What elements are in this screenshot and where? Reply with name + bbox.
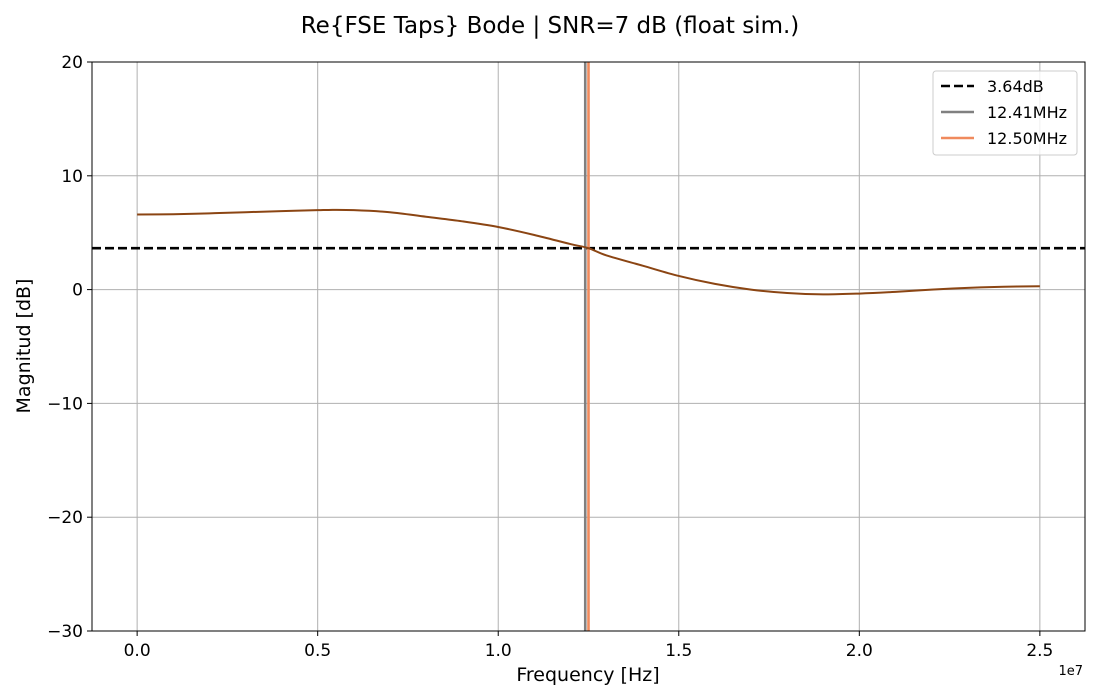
y-axis-ticks: −30 −20 −10 0 10 20 <box>47 53 92 642</box>
y-tick-label: 20 <box>61 53 83 73</box>
magnitude-series-line <box>137 208 1040 296</box>
x-tick-label: 2.5 <box>1026 641 1053 661</box>
x-tick-label: 0.5 <box>304 641 331 661</box>
x-axis-label: Frequency [Hz] <box>516 664 659 686</box>
y-tick-label: −10 <box>47 394 83 414</box>
x-tick-label: 2.0 <box>846 641 873 661</box>
plot-frame <box>91 61 1086 632</box>
legend-label: 3.64dB <box>987 77 1044 96</box>
x-tick-label: 1.5 <box>665 641 692 661</box>
legend: 3.64dB 12.41MHz 12.50MHz <box>932 70 1078 156</box>
legend-label: 12.41MHz <box>987 103 1067 122</box>
y-tick-label: 0 <box>72 281 83 301</box>
x-axis-ticks: 0.0 0.5 1.0 1.5 2.0 2.5 <box>124 631 1053 661</box>
x-tick-label: 1.0 <box>485 641 512 661</box>
legend-label: 12.50MHz <box>987 129 1067 148</box>
chart-title: Re{FSE Taps} Bode | SNR=7 dB (float sim.… <box>301 13 800 39</box>
y-axis-label: Magnitud [dB] <box>13 279 35 414</box>
series-layer <box>137 208 1040 296</box>
x-axis-offset-label: 1e7 <box>1058 664 1083 679</box>
y-tick-label: −30 <box>47 622 83 642</box>
legend-box <box>932 70 1078 156</box>
y-tick-label: 10 <box>61 167 83 187</box>
x-tick-label: 0.0 <box>124 641 151 661</box>
y-tick-label: −20 <box>47 508 83 528</box>
